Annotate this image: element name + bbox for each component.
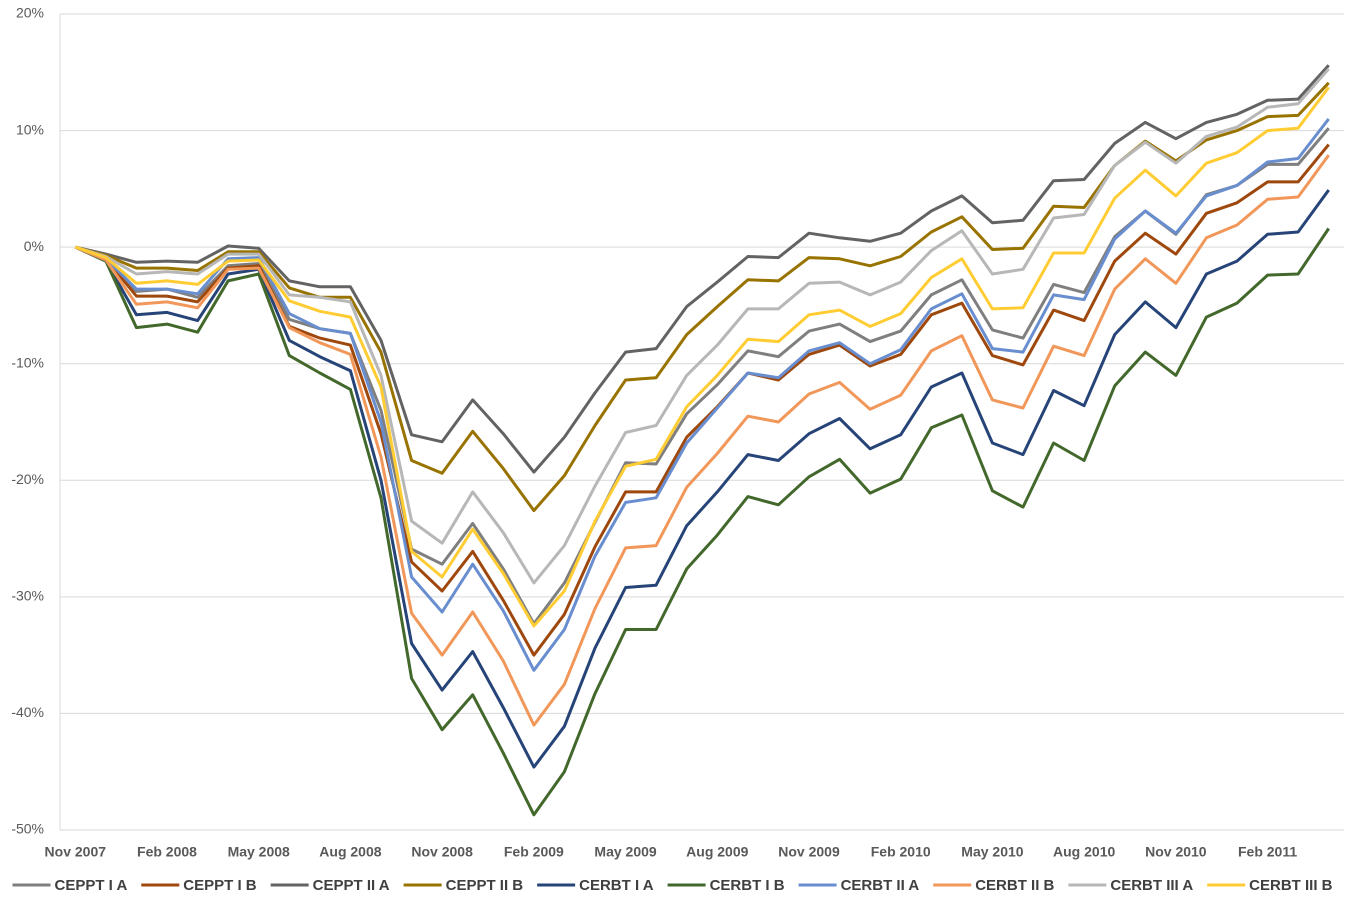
legend-label: CERBT II A — [841, 877, 920, 894]
y-tick-label: -50% — [11, 821, 44, 837]
y-tick-label: -10% — [11, 354, 44, 370]
legend-label: CERBT I B — [710, 877, 785, 894]
x-tick-label: Feb 2010 — [871, 844, 931, 860]
legend-label: CEPPT II A — [313, 877, 390, 894]
legend-label: CEPPT II B — [446, 877, 524, 894]
x-tick-label: Aug 2008 — [319, 844, 381, 860]
legend-label: CEPPT I A — [54, 877, 127, 894]
y-tick-label: 20% — [16, 5, 44, 21]
legend-label: CERBT III B — [1249, 877, 1333, 894]
x-tick-label: May 2009 — [594, 844, 656, 860]
series-line — [74, 154, 1330, 727]
series-line — [74, 64, 1330, 474]
series-line — [74, 86, 1330, 628]
y-tick-label: -40% — [11, 704, 44, 720]
x-tick-label: Nov 2010 — [1145, 844, 1207, 860]
x-tick-label: Feb 2009 — [504, 844, 564, 860]
legend-label: CERBT II B — [975, 877, 1054, 894]
x-tick-label: Feb 2011 — [1238, 844, 1297, 860]
y-tick-label: -20% — [11, 471, 44, 487]
series-line — [74, 67, 1330, 585]
x-tick-label: May 2010 — [961, 844, 1023, 860]
x-tick-label: Nov 2009 — [778, 844, 840, 860]
x-tick-label: Aug 2009 — [686, 844, 748, 860]
series-line — [74, 227, 1330, 817]
x-tick-label: Aug 2010 — [1053, 844, 1115, 860]
y-tick-label: 0% — [24, 238, 44, 254]
series-line — [74, 117, 1330, 672]
legend-label: CEPPT I B — [183, 877, 257, 894]
y-tick-label: -30% — [11, 588, 44, 604]
x-tick-label: Nov 2008 — [411, 844, 473, 860]
y-tick-label: 10% — [16, 121, 44, 137]
x-tick-label: Nov 2007 — [45, 844, 107, 860]
legend-label: CERBT I A — [579, 877, 654, 894]
legend-label: CERBT III A — [1110, 877, 1193, 894]
x-tick-label: Feb 2008 — [137, 844, 197, 860]
x-tick-label: May 2008 — [228, 844, 290, 860]
series-line — [74, 127, 1330, 626]
series-line — [74, 189, 1330, 769]
